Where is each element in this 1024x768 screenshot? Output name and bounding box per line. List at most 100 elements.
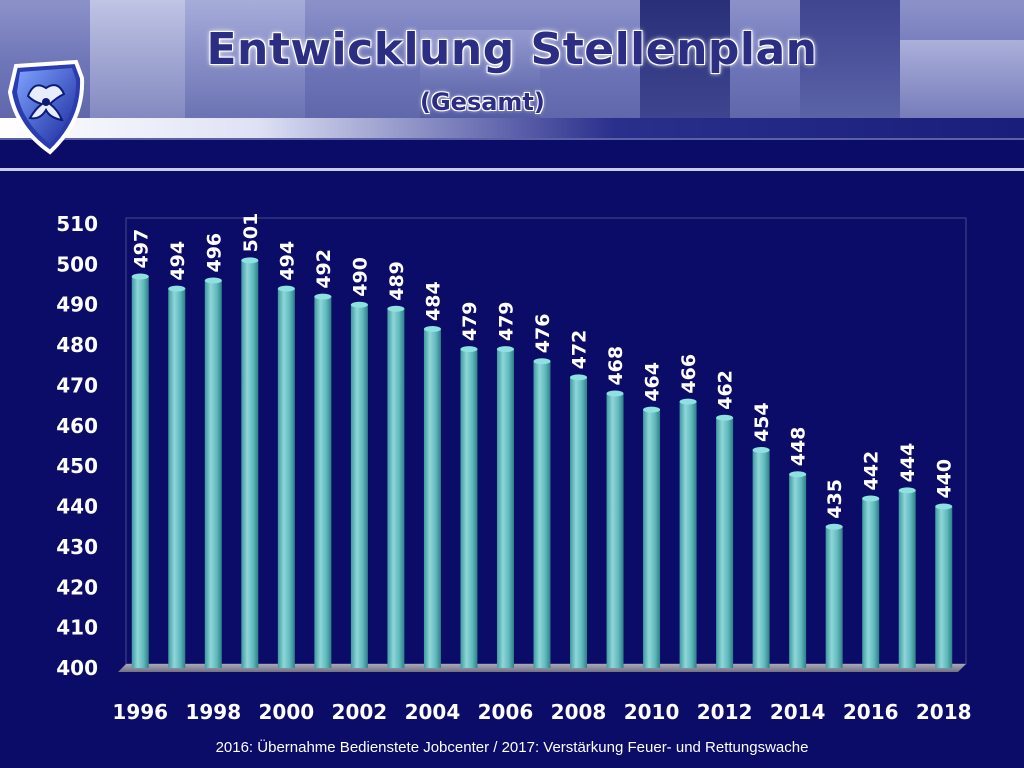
x-tick-2012: 2012 (697, 700, 753, 724)
x-tick-2010: 2010 (624, 700, 680, 724)
bar-1998 (204, 280, 222, 668)
bar-2004 (423, 328, 441, 668)
bar-2007 (533, 361, 551, 668)
bar-cap-1999 (241, 257, 259, 264)
city-crest-logo-icon (7, 59, 85, 155)
bar-cap-2018 (935, 503, 953, 510)
data-label-2003: 489 (386, 261, 408, 301)
bar-2002 (350, 304, 368, 668)
y-tick-480: 480 (56, 333, 98, 357)
bar-cap-1996 (131, 273, 149, 280)
bar-cap-2005 (460, 346, 478, 353)
footnote: 2016: Übernahme Bedienstete Jobcenter / … (215, 739, 809, 756)
bar-cap-2013 (752, 447, 770, 454)
bar-1997 (168, 288, 186, 668)
bar-cap-2000 (277, 285, 295, 292)
page-subtitle: (Gesamt) (420, 88, 545, 116)
x-tick-2004: 2004 (405, 700, 461, 724)
bar-cap-2015 (825, 523, 843, 530)
bar-2012 (716, 417, 734, 668)
bar-2000 (277, 288, 295, 668)
x-tick-2014: 2014 (770, 700, 826, 724)
data-label-2004: 484 (422, 281, 444, 321)
bar-cap-2006 (496, 346, 514, 353)
data-label-1996: 497 (130, 229, 152, 269)
x-tick-2000: 2000 (259, 700, 315, 724)
data-label-2012: 462 (715, 370, 737, 410)
x-tick-1998: 1998 (185, 700, 241, 724)
y-tick-420: 420 (56, 575, 98, 599)
y-tick-460: 460 (56, 414, 98, 438)
data-label-1999: 501 (240, 213, 262, 253)
bar-2017 (898, 490, 916, 668)
bar-2006 (496, 349, 514, 668)
data-label-2017: 444 (897, 443, 919, 483)
data-label-2000: 494 (276, 241, 298, 281)
page-title: Entwicklung Stellenplan (206, 24, 818, 75)
x-tick-2006: 2006 (478, 700, 534, 724)
y-tick-440: 440 (56, 495, 98, 519)
data-label-2007: 476 (532, 314, 554, 354)
data-label-2008: 472 (569, 330, 591, 370)
bar-2005 (460, 349, 478, 668)
y-tick-430: 430 (56, 535, 98, 559)
bar-2010 (643, 409, 661, 668)
y-tick-400: 400 (56, 656, 98, 680)
data-label-1998: 496 (203, 233, 225, 273)
bar-cap-2010 (643, 406, 661, 413)
header-banner-image (0, 0, 1024, 140)
bar-cap-2004 (423, 325, 441, 332)
bar-cap-2017 (898, 487, 916, 494)
data-label-2002: 490 (349, 257, 371, 297)
bar-cap-2001 (314, 293, 332, 300)
bar-2018 (935, 506, 953, 668)
data-label-2009: 468 (605, 346, 627, 386)
data-label-2006: 479 (495, 301, 517, 341)
bar-cap-2011 (679, 398, 697, 405)
bar-2008 (570, 377, 588, 668)
bar-2014 (789, 474, 807, 668)
divider-line (0, 168, 1024, 171)
y-tick-510: 510 (56, 212, 98, 236)
bar-cap-2012 (716, 414, 734, 421)
data-label-2005: 479 (459, 301, 481, 341)
bar-2001 (314, 296, 332, 668)
data-label-2015: 435 (824, 479, 846, 519)
data-label-2014: 448 (788, 427, 810, 467)
bar-cap-2002 (350, 301, 368, 308)
header-accent-bar (0, 118, 1024, 138)
bar-1996 (131, 276, 149, 668)
bar-cap-2007 (533, 358, 551, 365)
y-tick-500: 500 (56, 252, 98, 276)
data-label-2016: 442 (861, 451, 883, 491)
bar-cap-2016 (862, 495, 880, 502)
bar-2016 (862, 498, 880, 668)
bar-2009 (606, 393, 624, 668)
y-tick-410: 410 (56, 616, 98, 640)
x-tick-2008: 2008 (551, 700, 607, 724)
bar-1999 (241, 260, 259, 668)
x-tick-1996: 1996 (112, 700, 168, 724)
bar-2003 (387, 308, 405, 668)
data-label-1997: 494 (167, 241, 189, 281)
bar-2013 (752, 450, 770, 668)
data-label-2018: 440 (934, 459, 956, 499)
bar-cap-2008 (570, 374, 588, 381)
bar-cap-2003 (387, 305, 405, 312)
x-tick-2018: 2018 (916, 700, 972, 724)
bar-cap-2009 (606, 390, 624, 397)
bar-chart: 497 494 496 501 494 492 490 489 484 479 479 476 472 4… (56, 212, 972, 724)
bar-cap-1998 (204, 277, 222, 284)
bar-cap-2014 (789, 471, 807, 478)
bar-2011 (679, 401, 697, 668)
data-label-2011: 466 (678, 354, 700, 394)
x-tick-2016: 2016 (843, 700, 899, 724)
y-tick-470: 470 (56, 373, 98, 397)
data-label-2001: 492 (313, 249, 335, 289)
y-tick-450: 450 (56, 454, 98, 478)
bar-2015 (825, 526, 843, 668)
bar-cap-1997 (168, 285, 186, 292)
x-tick-2002: 2002 (332, 700, 388, 724)
data-label-2013: 454 (751, 402, 773, 442)
